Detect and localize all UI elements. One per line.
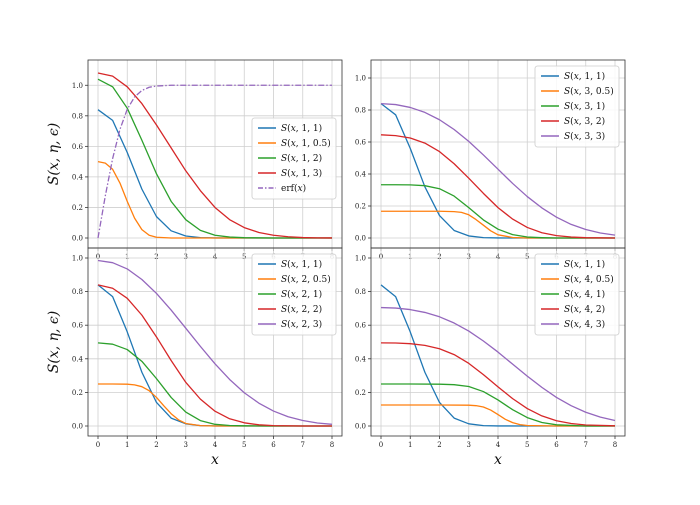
x-tick-label: 6 bbox=[271, 441, 276, 449]
legend-label: S(x, 3, 3) bbox=[564, 131, 605, 142]
x-tick-label: 3 bbox=[184, 441, 188, 449]
legend-label: S(x, 2, 3) bbox=[281, 319, 322, 330]
y-tick-label: 0.6 bbox=[72, 322, 84, 330]
legend-label: S(x, 1, 1) bbox=[281, 259, 322, 270]
legend-label: S(x, 1, 1) bbox=[281, 123, 322, 134]
y-tick-label: 0.2 bbox=[72, 204, 83, 212]
x-tick-label: 6 bbox=[554, 441, 559, 449]
legend-label: S(x, 1, 0.5) bbox=[281, 138, 331, 149]
series-line bbox=[381, 383, 615, 427]
y-tick-label: 0.0 bbox=[355, 423, 366, 431]
series-line bbox=[380, 306, 616, 422]
legend-label: S(x, 4, 1) bbox=[564, 289, 605, 300]
x-tick-label: 2 bbox=[154, 441, 158, 449]
legend-label: S(x, 3, 0.5) bbox=[564, 86, 614, 97]
y-tick-label: 0.8 bbox=[355, 107, 366, 115]
legend-box bbox=[251, 253, 337, 336]
y-tick-label: 0.0 bbox=[72, 235, 83, 243]
legend-label: S(x, 1, 3) bbox=[281, 168, 322, 179]
x-tick-label: 7 bbox=[301, 441, 305, 449]
x-tick-label: 1 bbox=[125, 441, 129, 449]
y-axis-title: S(x, η, ϵ) bbox=[46, 123, 62, 185]
y-tick-label: 0.2 bbox=[72, 389, 83, 397]
series-line bbox=[380, 134, 616, 239]
y-tick-label: 0.4 bbox=[355, 355, 367, 363]
x-tick-label: 2 bbox=[437, 441, 441, 449]
legend: S(x, 1, 1) S(x, 1, 0.5) S(x, 1, 2) S(x, 1, … bbox=[251, 117, 337, 200]
legend-label: S(x, 3, 1) bbox=[564, 101, 605, 112]
series-line bbox=[97, 259, 333, 425]
x-tick-label: 5 bbox=[242, 441, 246, 449]
x-tick-label: 7 bbox=[584, 441, 588, 449]
legend: S(x, 1, 1) S(x, 3, 0.5) S(x, 3, 1) S(x, 3, … bbox=[534, 65, 620, 148]
y-tick-label: 0.8 bbox=[355, 288, 366, 296]
legend-label: S(x, 3, 2) bbox=[564, 116, 605, 127]
x-tick-label: 0 bbox=[96, 441, 100, 449]
y-tick-label: 0.0 bbox=[355, 235, 366, 243]
x-tick-label: 0 bbox=[379, 441, 383, 449]
series-line bbox=[381, 184, 615, 239]
y-tick-label: 0.6 bbox=[72, 143, 84, 151]
legend: S(x, 1, 1) S(x, 4, 0.5) S(x, 4, 1) S(x, 4, … bbox=[534, 253, 620, 336]
y-tick-label: 0.4 bbox=[355, 171, 367, 179]
y-tick-label: 0.4 bbox=[72, 355, 84, 363]
x-tick-label: 4 bbox=[496, 441, 501, 449]
series-line bbox=[380, 342, 616, 427]
y-tick-label: 0.2 bbox=[355, 203, 366, 211]
x-tick-label: 4 bbox=[213, 441, 218, 449]
x-tick-label: 1 bbox=[408, 441, 412, 449]
y-tick-label: 1.0 bbox=[355, 75, 366, 83]
y-tick-label: 0.6 bbox=[355, 322, 367, 330]
legend-label: S(x, 1, 2) bbox=[281, 153, 322, 164]
y-axis-title: S(x, η, ϵ) bbox=[46, 311, 62, 373]
series-line bbox=[97, 84, 332, 239]
x-tick-label: 5 bbox=[525, 441, 529, 449]
x-axis-title: x bbox=[211, 452, 219, 468]
x-axis-title: x bbox=[494, 452, 502, 468]
series-line bbox=[97, 284, 332, 427]
series-line bbox=[380, 102, 616, 236]
series-line bbox=[381, 404, 615, 427]
y-tick-label: 0.8 bbox=[72, 288, 83, 296]
x-tick-label: 8 bbox=[330, 441, 334, 449]
y-tick-label: 0.2 bbox=[355, 389, 366, 397]
legend-label: S(x, 4, 3) bbox=[564, 319, 605, 330]
legend-label: S(x, 4, 0.5) bbox=[564, 274, 614, 285]
series-line bbox=[97, 72, 333, 239]
y-tick-label: 1.0 bbox=[72, 255, 83, 263]
y-tick-label: 0.4 bbox=[72, 173, 84, 181]
x-tick-label: 8 bbox=[613, 441, 617, 449]
y-tick-label: 0.6 bbox=[355, 139, 367, 147]
legend-label: S(x, 2, 2) bbox=[281, 304, 322, 315]
y-tick-label: 1.0 bbox=[72, 82, 83, 90]
legend-box bbox=[534, 65, 620, 148]
panel-bottom-right: 0 1 2 3 4 5 6 7 80.00.20.40.60.81.0xS(x, 1, 1)S(… bbox=[355, 247, 626, 468]
legend-label: S(x, 1, 1) bbox=[564, 71, 605, 82]
legend-label: erf(x) bbox=[281, 183, 306, 194]
panel-bottom-left: 0 1 2 3 4 5 6 7 8 0.0 0.2 0.4 0.6 0.8 1.0 x S(x, η, ϵ) S(… bbox=[46, 247, 343, 468]
y-tick-label: 1.0 bbox=[355, 255, 366, 263]
legend-label: S(x, 4, 2) bbox=[564, 304, 605, 315]
y-tick-label: 0.0 bbox=[72, 423, 83, 431]
series-line bbox=[97, 78, 332, 239]
legend-label: S(x, 1, 1) bbox=[564, 259, 605, 270]
y-tick-label: 0.8 bbox=[72, 112, 83, 120]
legend-label: S(x, 2, 1) bbox=[281, 289, 322, 300]
legend-label: S(x, 2, 0.5) bbox=[281, 274, 331, 285]
x-tick-label: 3 bbox=[467, 441, 471, 449]
legend-box bbox=[251, 117, 337, 200]
legend-box bbox=[534, 253, 620, 336]
legend: S(x, 1, 1) S(x, 2, 0.5) S(x, 2, 1) S(x, 2, … bbox=[251, 253, 337, 336]
